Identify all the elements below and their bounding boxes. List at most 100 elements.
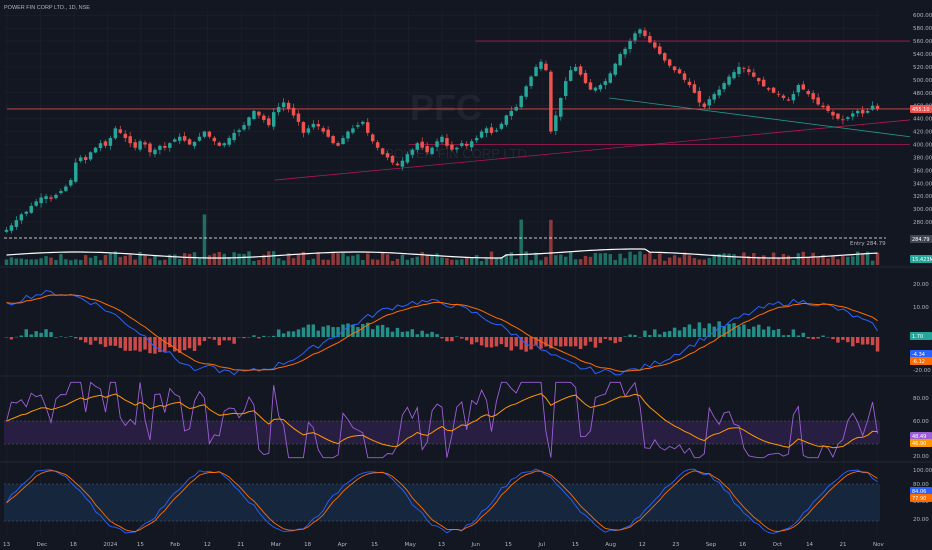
volume-bar <box>653 259 657 265</box>
candle-body <box>173 139 177 142</box>
macd-histogram-bar <box>445 337 449 342</box>
volume-bar <box>227 257 231 265</box>
volume-bar <box>9 257 14 265</box>
watermark-ticker: PFC <box>410 87 482 128</box>
time-tick-label: 15 <box>137 542 144 548</box>
volume-bar <box>88 257 93 265</box>
volume-bar <box>806 256 810 265</box>
candle-body <box>707 99 711 106</box>
volume-bar <box>173 254 177 265</box>
macd-histogram-bar <box>19 335 24 337</box>
time-tick-label: Feb <box>170 542 180 548</box>
candle-body <box>326 129 330 137</box>
candle-body <box>88 152 93 160</box>
macd-histogram-bar <box>356 327 360 337</box>
candle-body <box>519 96 523 108</box>
time-axis[interactable]: 13 Dec 18 2024 15 Feb 12 21 Mar 18 Apr 15 May 13 Jun 15… <box>3 542 884 548</box>
candle-body <box>549 71 553 132</box>
macd-histogram-bar <box>816 337 820 339</box>
macd-histogram-bar <box>4 337 9 338</box>
macd-histogram-bar <box>479 337 484 346</box>
macd-histogram-bar <box>281 333 286 337</box>
candle-body <box>489 127 494 133</box>
candle-body <box>465 143 469 146</box>
macd-histogram-bar <box>108 337 113 346</box>
volume-bar <box>351 255 355 265</box>
candle-body <box>494 130 499 132</box>
macd-histogram-bar <box>440 337 444 339</box>
candle-body <box>846 117 850 119</box>
macd-histogram-bar <box>197 337 202 346</box>
stoch-k-line <box>6 468 878 534</box>
macd-histogram-bar <box>811 337 815 340</box>
volume-bar <box>385 254 390 265</box>
candle-body <box>93 147 98 153</box>
macd-histogram-bar <box>484 337 489 348</box>
candle-body <box>717 89 721 96</box>
price-tick-label: 440.00 <box>913 117 932 123</box>
volume-bar <box>821 254 825 265</box>
volume-bar <box>103 254 108 265</box>
volume-bar <box>262 254 266 265</box>
candle-body <box>870 105 875 110</box>
macd-histogram-bar <box>771 330 776 337</box>
volume-bar <box>504 254 509 265</box>
candle-body <box>687 81 692 86</box>
macd-histogram-bar <box>539 337 543 349</box>
candle-body <box>321 128 325 132</box>
macd-histogram-bar <box>237 336 241 338</box>
volume-bar <box>346 256 350 265</box>
macd-histogram-bar <box>138 337 142 352</box>
volume-bar <box>267 251 271 265</box>
stoch-tick-label: 80.00 <box>913 482 929 488</box>
macd-histogram-bar <box>118 337 123 348</box>
macd-histogram-bar <box>415 334 419 337</box>
candle-body <box>677 69 682 74</box>
macd-histogram-bar <box>44 329 48 337</box>
candle-body <box>450 144 454 150</box>
time-tick-label: 14 <box>806 542 813 548</box>
macd-histogram-bar <box>271 335 276 337</box>
rsi-ma-tag: 46.90 <box>912 441 926 447</box>
candle-body <box>301 122 306 133</box>
entry-label: Entry 284.79 <box>850 241 886 247</box>
macd-histogram-bar <box>351 324 355 337</box>
volume-bar <box>737 259 741 265</box>
volume-bar <box>588 256 593 265</box>
candle-body <box>633 33 637 41</box>
candle-body <box>836 113 840 119</box>
volume-bar <box>752 253 756 265</box>
volume-bar <box>519 219 523 265</box>
candle-body <box>19 214 24 221</box>
volume-bar <box>128 254 132 265</box>
candle-body <box>648 36 652 43</box>
candle-body <box>153 149 157 155</box>
macd-histogram-bar <box>851 337 855 347</box>
volume-bar <box>672 255 677 265</box>
volume-bar <box>4 259 9 265</box>
price-tick-label: 420.00 <box>913 130 932 136</box>
macd-histogram-bar <box>831 337 835 340</box>
macd-histogram-bar <box>554 337 558 346</box>
macd-histogram-bar <box>821 335 825 337</box>
time-tick-label: 18 <box>70 542 77 548</box>
macd-histogram-bar <box>78 337 83 340</box>
macd-histogram-bar <box>489 337 494 348</box>
candle-body <box>514 107 518 111</box>
macd-histogram-bar <box>519 337 523 350</box>
volume-bar <box>667 257 672 265</box>
volume-bar <box>747 255 751 265</box>
price-tick-label: 360.00 <box>913 168 932 174</box>
candle-body <box>559 97 563 117</box>
price-pane <box>4 27 880 234</box>
signal-line-tag: -6.12 <box>912 359 925 365</box>
macd-histogram-bar <box>113 337 118 346</box>
volume-bar <box>776 258 781 265</box>
price-tick-label: 480.00 <box>913 91 932 97</box>
volume-bar <box>846 256 850 265</box>
volume-bar <box>405 259 410 265</box>
price-tick-label: 540.00 <box>913 52 932 58</box>
candle-body <box>697 90 702 103</box>
candle-body <box>148 143 152 153</box>
rsi-line <box>6 381 878 459</box>
